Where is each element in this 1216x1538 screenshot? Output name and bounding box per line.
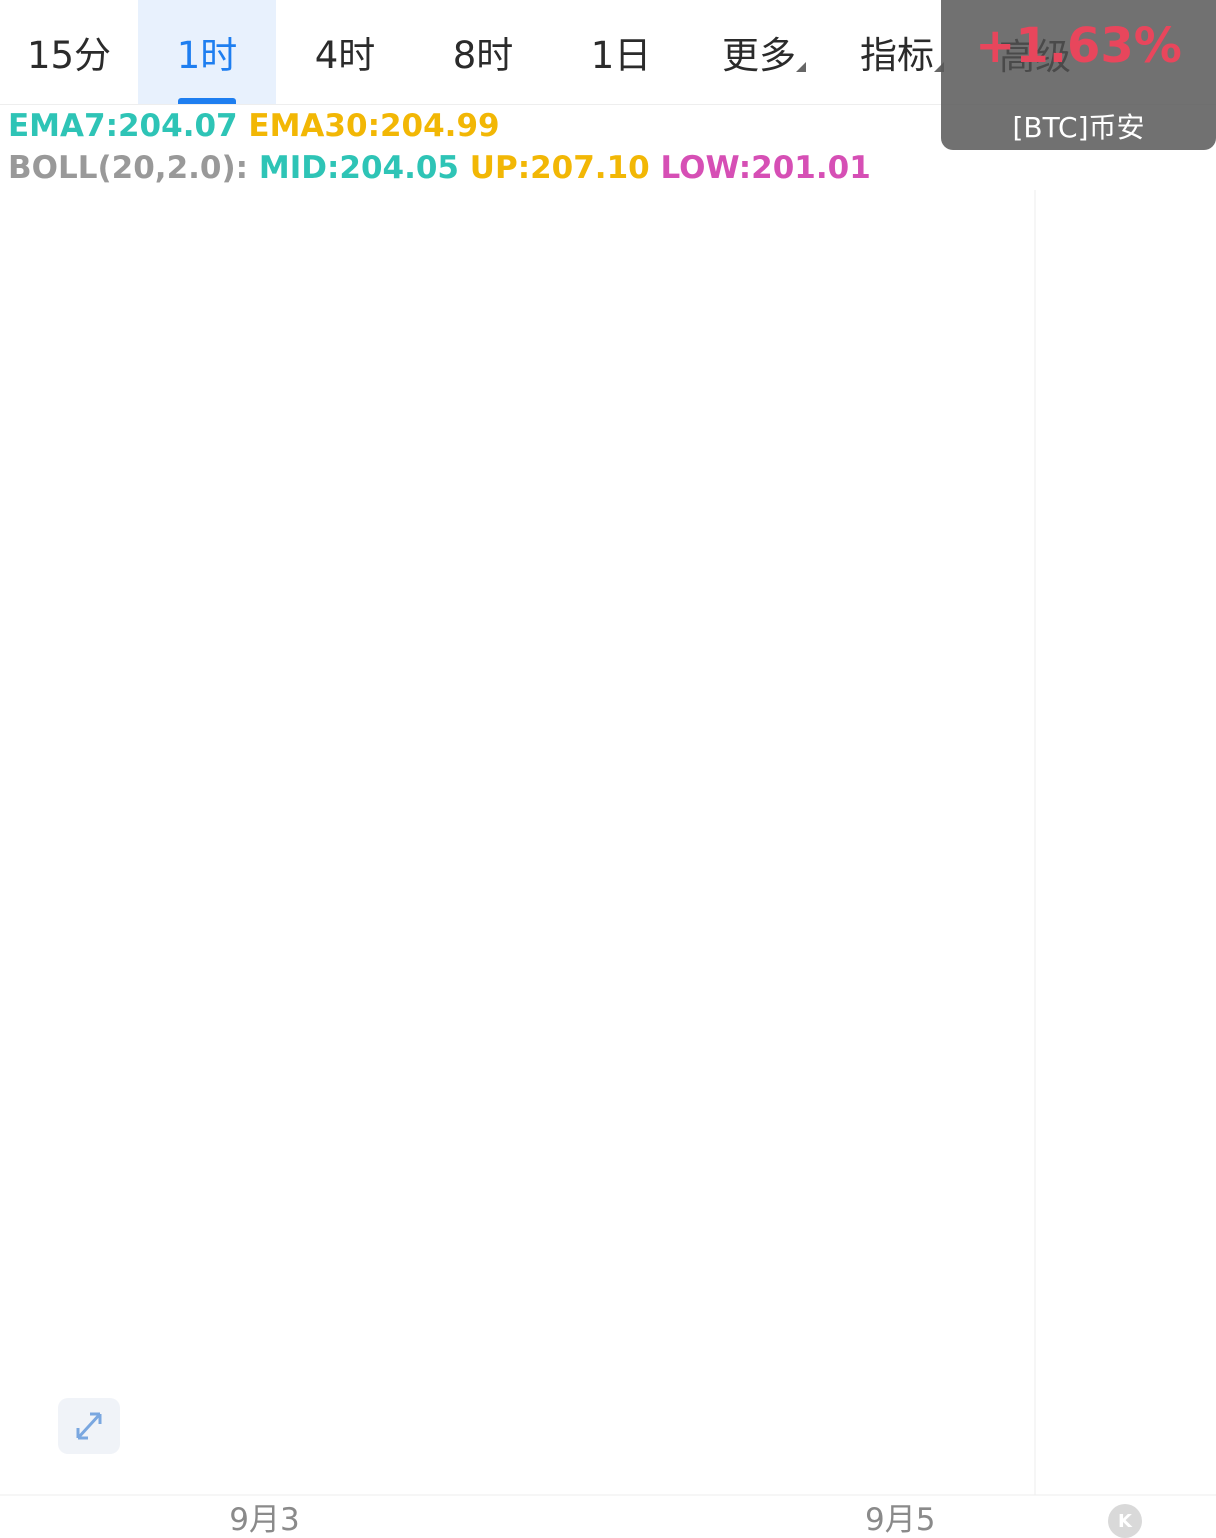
- boll-params: BOLL(20,2.0):: [8, 150, 249, 186]
- tab-8hour[interactable]: 8时: [414, 0, 552, 104]
- interval-tab-bar: 15分 1时 4时 8时 1日 更多 指标: [0, 0, 1216, 105]
- x-tick-label: 9月3: [229, 1502, 299, 1535]
- tab-15min[interactable]: 15分: [0, 0, 138, 104]
- tab-indicators[interactable]: 指标: [828, 0, 966, 104]
- boll-up-value: UP:207.10: [469, 150, 650, 186]
- exchange-source: [BTC]币安: [1012, 111, 1145, 144]
- boll-low-value: LOW:201.01: [660, 150, 871, 186]
- x-tick-label: 9月5: [865, 1502, 935, 1535]
- tab-label: 1日: [590, 34, 652, 77]
- dropdown-triangle-icon: [796, 62, 806, 72]
- tab-label: 1时: [176, 34, 238, 77]
- price-change-overlay[interactable]: 高级 +1.63% [BTC]币安: [941, 0, 1216, 150]
- advanced-menu-label[interactable]: 高级: [999, 37, 1072, 78]
- boll-mid-value: MID:204.05: [258, 150, 459, 186]
- boll-legend: BOLL(20,2.0): MID:204.05 UP:207.10 LOW:2…: [8, 150, 871, 186]
- k-logo-icon: K: [1108, 1504, 1142, 1538]
- ema-legend: EMA7:204.07 EMA30:204.99: [8, 108, 500, 144]
- tab-label: 15分: [26, 34, 112, 77]
- tab-more[interactable]: 更多: [690, 0, 828, 104]
- price-change-percent: +1.63%: [975, 18, 1182, 74]
- candlestick-chart[interactable]: 1961982002022042062082102129月39月5204.962…: [0, 190, 1216, 1535]
- expand-chart-button[interactable]: [58, 1398, 120, 1454]
- expand-arrows-icon: [76, 1412, 102, 1440]
- tab-1day[interactable]: 1日: [552, 0, 690, 104]
- dropdown-triangle-icon: [934, 62, 944, 72]
- tab-1hour[interactable]: 1时: [138, 0, 276, 104]
- ema7-value: EMA7:204.07: [8, 108, 238, 144]
- tab-label: 8时: [452, 34, 514, 77]
- tab-label: 指标: [860, 34, 934, 77]
- tab-label: 更多: [722, 34, 796, 77]
- ema30-value: EMA30:204.99: [248, 108, 500, 144]
- tab-label: 4时: [314, 34, 376, 77]
- tab-4hour[interactable]: 4时: [276, 0, 414, 104]
